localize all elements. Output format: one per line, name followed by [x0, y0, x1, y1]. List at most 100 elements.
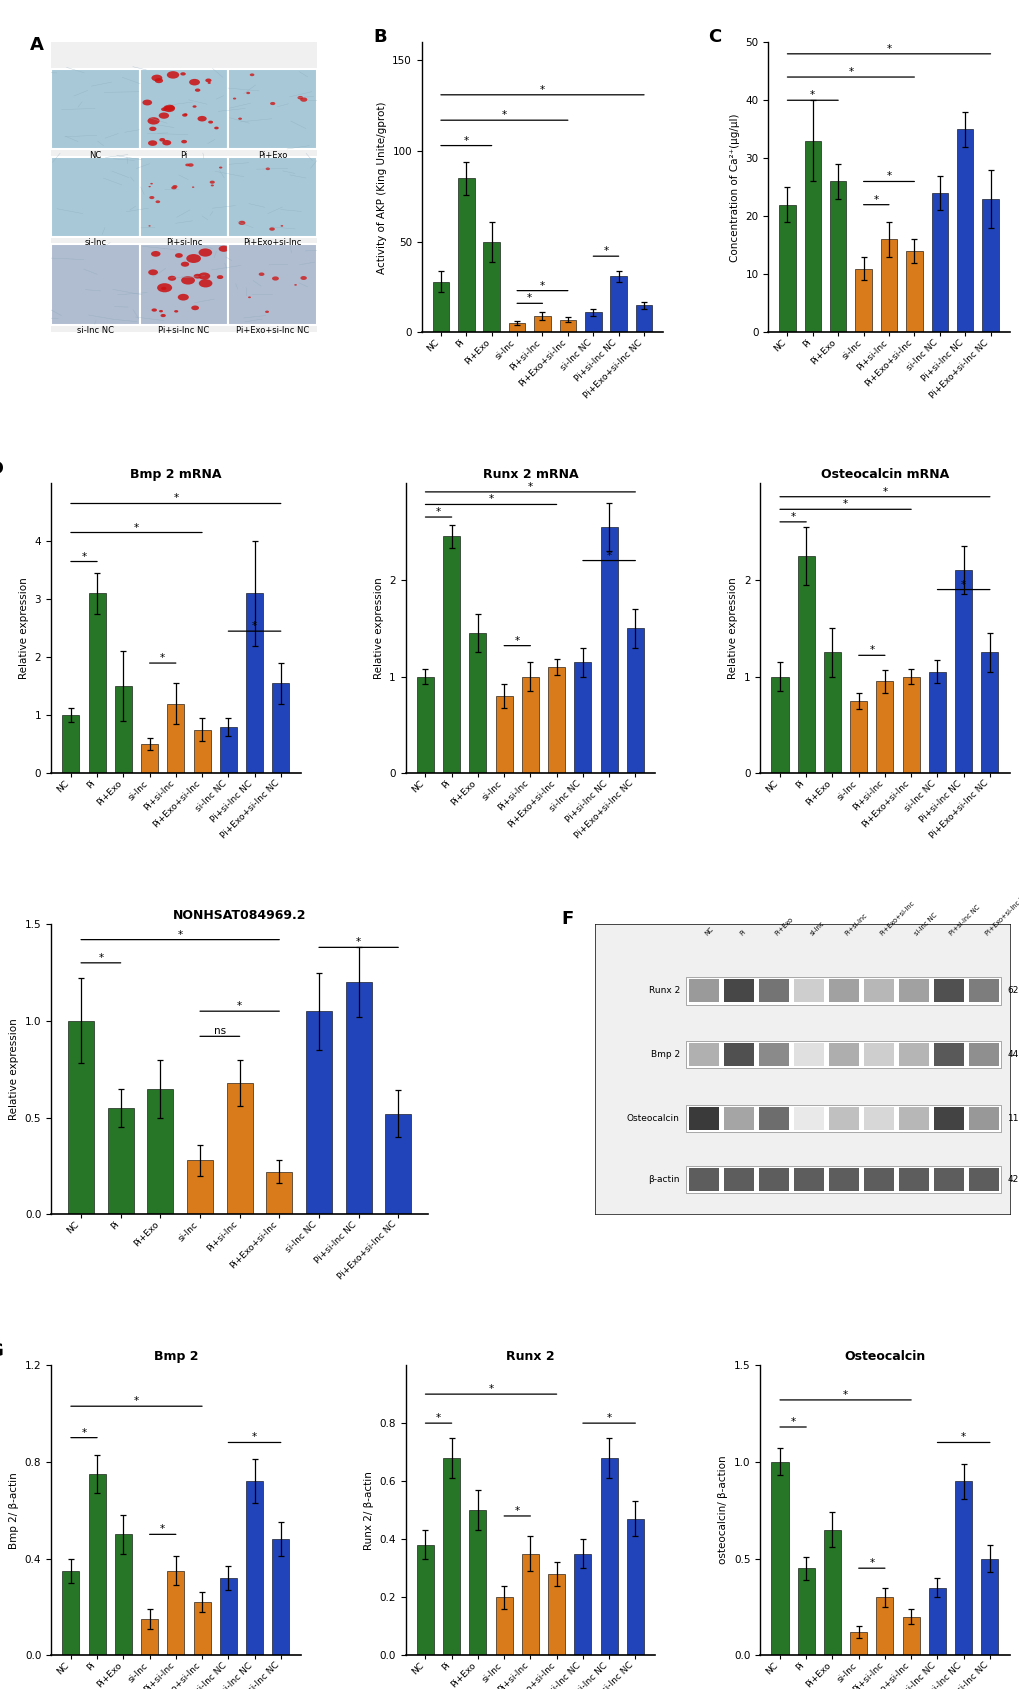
Bar	[108, 1108, 133, 1214]
Text: *: *	[843, 1390, 848, 1400]
Ellipse shape	[185, 164, 190, 166]
Bar	[627, 628, 643, 774]
Text: *: *	[488, 495, 493, 505]
Bar	[928, 672, 945, 774]
Bar	[863, 1044, 893, 1066]
Ellipse shape	[180, 262, 189, 267]
Ellipse shape	[187, 164, 194, 167]
Bar	[559, 319, 576, 333]
Text: *: *	[133, 1397, 139, 1407]
Ellipse shape	[269, 228, 274, 231]
Ellipse shape	[159, 113, 169, 118]
Bar	[827, 1167, 858, 1191]
Bar	[829, 181, 846, 333]
Ellipse shape	[194, 274, 202, 279]
Bar	[62, 1571, 79, 1655]
Bar	[51, 69, 140, 149]
Bar	[574, 1554, 591, 1655]
Bar	[627, 1518, 643, 1655]
Bar	[574, 662, 591, 774]
Bar	[879, 240, 897, 333]
Text: Osteocalcin: Osteocalcin	[627, 1115, 679, 1123]
Bar	[797, 556, 814, 774]
Text: Pi+si-lnc NC: Pi+si-lnc NC	[158, 326, 209, 334]
Text: *: *	[790, 1417, 795, 1427]
Text: *: *	[236, 1002, 242, 1012]
Ellipse shape	[152, 309, 157, 312]
Title: Bmp 2 mRNA: Bmp 2 mRNA	[130, 468, 221, 481]
Ellipse shape	[205, 78, 211, 83]
Ellipse shape	[300, 98, 307, 101]
Ellipse shape	[157, 284, 172, 292]
Bar	[688, 1167, 718, 1191]
Text: *: *	[515, 1507, 520, 1517]
Ellipse shape	[218, 245, 228, 252]
Title: Osteocalcin mRNA: Osteocalcin mRNA	[820, 468, 948, 481]
Bar	[827, 1106, 858, 1130]
Bar	[770, 1461, 788, 1655]
Text: *: *	[606, 551, 611, 561]
Bar	[62, 714, 79, 774]
Bar	[933, 1106, 963, 1130]
Bar	[148, 1088, 173, 1214]
Ellipse shape	[210, 181, 215, 184]
Text: *: *	[886, 172, 891, 181]
Bar	[863, 1106, 893, 1130]
Ellipse shape	[163, 105, 175, 111]
Text: Pi+Exo+si-lnc NC: Pi+Exo+si-lnc NC	[983, 892, 1019, 937]
Ellipse shape	[198, 117, 207, 122]
Ellipse shape	[149, 127, 156, 132]
Text: si-lnc: si-lnc	[808, 921, 824, 937]
Ellipse shape	[148, 269, 158, 275]
Bar	[547, 667, 565, 774]
Text: *: *	[603, 247, 608, 257]
Bar	[823, 652, 841, 774]
Text: Pi: Pi	[738, 929, 746, 937]
Y-axis label: Relative expression: Relative expression	[373, 578, 383, 679]
Bar	[758, 1044, 788, 1066]
Ellipse shape	[193, 105, 197, 108]
Ellipse shape	[159, 138, 165, 142]
Bar	[51, 157, 140, 236]
Bar	[458, 179, 474, 333]
Bar	[115, 1534, 131, 1655]
Bar	[228, 157, 317, 236]
Text: *: *	[881, 486, 887, 497]
Bar	[902, 677, 919, 774]
Bar	[968, 980, 998, 1003]
Ellipse shape	[298, 96, 303, 100]
Bar	[758, 1167, 788, 1191]
Bar	[228, 245, 317, 324]
Y-axis label: Bmp 2/ β-actin: Bmp 2/ β-actin	[9, 1471, 19, 1549]
Text: NC: NC	[703, 926, 714, 937]
Bar	[140, 69, 228, 149]
Text: Pi+Exo: Pi+Exo	[258, 150, 287, 159]
Text: *: *	[435, 1414, 440, 1424]
Bar	[167, 1571, 184, 1655]
Text: 42KD: 42KD	[1007, 1176, 1019, 1184]
Bar	[522, 677, 538, 774]
Text: Pi+Exo: Pi+Exo	[773, 917, 794, 937]
Ellipse shape	[199, 248, 212, 257]
Text: *: *	[488, 1383, 493, 1393]
Text: D: D	[0, 459, 4, 478]
Ellipse shape	[165, 105, 174, 111]
Ellipse shape	[214, 127, 218, 130]
Text: *: *	[868, 1559, 873, 1567]
Text: *: *	[160, 654, 165, 664]
Bar	[141, 745, 158, 774]
Text: Pi: Pi	[180, 150, 187, 159]
Bar	[635, 306, 652, 333]
Bar	[219, 726, 236, 774]
Ellipse shape	[265, 167, 270, 171]
Y-axis label: Relative expression: Relative expression	[19, 578, 30, 679]
Ellipse shape	[301, 275, 307, 280]
Bar	[686, 1165, 1001, 1192]
Bar	[968, 1044, 998, 1066]
Text: Pi+si-lnc: Pi+si-lnc	[843, 912, 867, 937]
Bar	[954, 571, 971, 774]
Text: *: *	[464, 135, 469, 145]
Bar	[933, 1044, 963, 1066]
Bar	[686, 978, 1001, 1005]
Ellipse shape	[183, 113, 187, 115]
